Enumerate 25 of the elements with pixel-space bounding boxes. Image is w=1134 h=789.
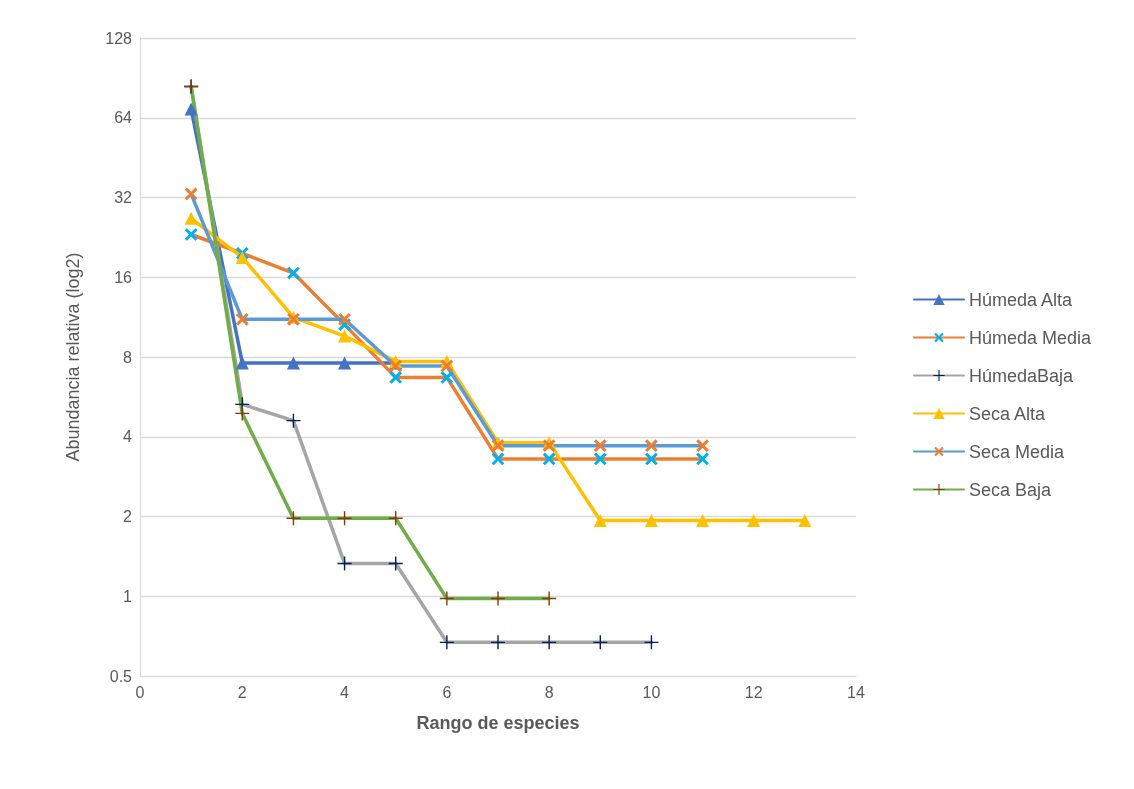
legend-label: Seca Alta (969, 403, 1047, 424)
legend-label: Húmeda Media (969, 327, 1093, 348)
x-tick-label: 2 (237, 683, 247, 701)
y-axis-title: Abundancia relativa (log2) (63, 252, 83, 462)
x-axis-title: Rango de especies (416, 713, 580, 733)
y-tick-label: 2 (123, 508, 133, 525)
y-tick-label: 16 (114, 268, 133, 286)
x-tick-label: 6 (442, 683, 452, 701)
legend-label: HúmedaBaja (969, 365, 1075, 386)
legend-label: Seca Media (969, 441, 1066, 462)
x-tick-label: 12 (744, 683, 763, 701)
y-tick-label: 128 (105, 29, 133, 47)
x-tick-label: 14 (847, 683, 865, 701)
x-tick-label: 10 (642, 683, 661, 701)
y-tick-label: 8 (123, 348, 133, 366)
legend-label: Húmeda Alta (969, 289, 1074, 310)
y-tick-label: 0.5 (109, 667, 133, 685)
y-tick-label: 64 (114, 109, 133, 127)
y-tick-label: 32 (114, 189, 133, 206)
legend-label: Seca Baja (969, 479, 1053, 500)
y-tick-label: 1 (123, 587, 133, 605)
y-tick-label: 4 (123, 428, 133, 446)
x-tick-label: 8 (544, 683, 554, 701)
x-tick-label: 0 (135, 683, 145, 701)
x-tick-label: 4 (340, 683, 350, 701)
